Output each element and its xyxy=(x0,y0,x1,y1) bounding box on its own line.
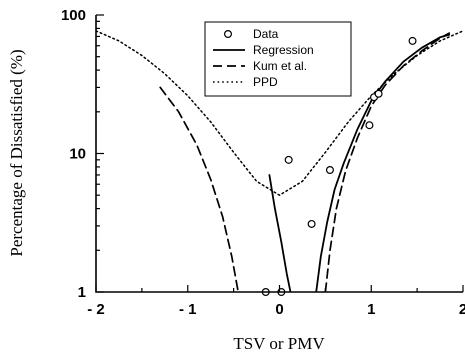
series-kum-et-al-branch-2 xyxy=(324,32,451,292)
data-point-4 xyxy=(307,219,316,228)
legend: Data Regression Kum et al. PPD xyxy=(204,21,352,97)
series-kum-et-al-branch-1 xyxy=(159,86,240,292)
legend-label-ppd: PPD xyxy=(253,75,278,89)
x-tick-label: - 2 xyxy=(87,301,105,318)
data-point-9 xyxy=(408,36,417,45)
legend-label-regression: Regression xyxy=(253,43,314,57)
data-point-5 xyxy=(325,166,334,175)
series-regression-branch-1 xyxy=(268,174,292,292)
legend-label-data: Data xyxy=(253,27,279,41)
y-axis-title: Percentage of Dissatisfied (%) xyxy=(7,49,26,256)
x-axis-title: TSV or PMV xyxy=(233,334,325,353)
series-layer xyxy=(96,30,463,292)
y-tick-label: 10 xyxy=(69,146,86,163)
x-tick-label: 0 xyxy=(275,301,283,318)
x-tick-label: - 1 xyxy=(179,301,197,318)
y-tick-label: 100 xyxy=(61,7,86,24)
data-point-6 xyxy=(365,121,374,130)
series-ppd-branch-1 xyxy=(96,30,463,196)
legend-label-kum-et-al: Kum et al. xyxy=(253,59,307,73)
axes-layer: - 2 - 1 0 1 2 1 10 100 xyxy=(61,7,465,318)
series-regression-branch-2 xyxy=(315,33,451,292)
x-tick-label: 2 xyxy=(459,301,465,318)
data-point-8 xyxy=(374,89,383,98)
data-point-3 xyxy=(284,155,293,164)
x-tick-label: 1 xyxy=(367,301,375,318)
y-tick-label: 1 xyxy=(78,284,86,301)
points-layer xyxy=(261,36,417,297)
legend-swatch-data xyxy=(224,30,233,39)
